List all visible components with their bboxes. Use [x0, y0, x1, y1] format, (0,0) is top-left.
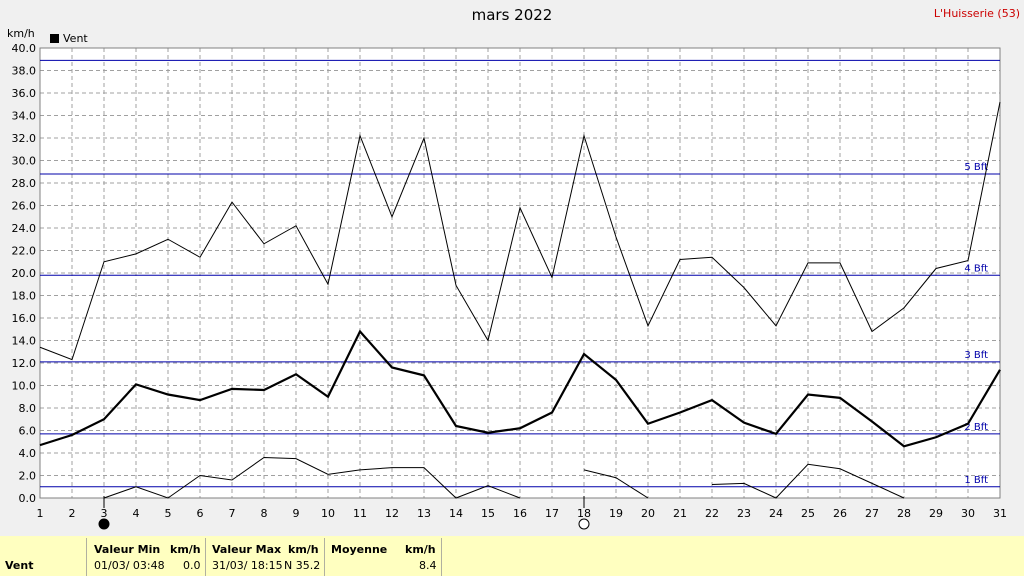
- y-tick-label: 40.0: [12, 42, 37, 55]
- x-tick-label: 27: [865, 507, 879, 520]
- stats-min-value: 0.0: [183, 559, 201, 572]
- y-tick-label: 12.0: [12, 357, 37, 370]
- legend: Vent: [50, 32, 88, 45]
- legend-swatch: [50, 34, 59, 43]
- series-line-min: [711, 463, 905, 499]
- stats-divider: [441, 538, 442, 576]
- x-tick-label: 17: [545, 507, 559, 520]
- y-tick-label: 20.0: [12, 267, 37, 280]
- x-tick-label: 4: [133, 507, 140, 520]
- x-tick-label: 20: [641, 507, 655, 520]
- new-moon-icon: [578, 518, 590, 530]
- x-tick-label: 8: [261, 507, 268, 520]
- x-tick-label: 3: [101, 507, 108, 520]
- y-tick-label: 28.0: [12, 177, 37, 190]
- series-line-mean: [39, 329, 1001, 448]
- beaufort-label: 2 Bft: [964, 422, 988, 433]
- y-tick-label: 10.0: [12, 380, 37, 393]
- series-mean: [39, 329, 1001, 448]
- y-tick-label: 4.0: [19, 447, 37, 460]
- y-tick-label: 6.0: [19, 425, 37, 438]
- beaufort-label: 4 Bft: [964, 263, 988, 274]
- y-tick-label: 16.0: [12, 312, 37, 325]
- stats-divider: [205, 538, 206, 576]
- x-tick-label: 15: [481, 507, 495, 520]
- stats-mean-value: 8.4: [419, 559, 437, 572]
- x-tick-label: 28: [897, 507, 911, 520]
- x-tick-label: 26: [833, 507, 847, 520]
- x-tick-label: 5: [165, 507, 172, 520]
- x-tick-label: 7: [229, 507, 236, 520]
- stats-min-datetime: 01/03/ 03:48: [94, 559, 165, 572]
- stats-max-value: N 35.2: [284, 559, 321, 572]
- x-tick-label: 11: [353, 507, 367, 520]
- y-tick-label: 0.0: [19, 492, 37, 505]
- series-max: [39, 101, 1001, 361]
- y-tick-label: 14.0: [12, 335, 37, 348]
- x-tick-label: 30: [961, 507, 975, 520]
- x-tick-label: 10: [321, 507, 335, 520]
- stats-panel: [0, 536, 1024, 576]
- y-tick-label: 18.0: [12, 290, 37, 303]
- y-tick-label: 30.0: [12, 155, 37, 168]
- x-tick-label: 13: [417, 507, 431, 520]
- x-tick-label: 14: [449, 507, 463, 520]
- x-tick-label: 23: [737, 507, 751, 520]
- y-tick-label: 36.0: [12, 87, 37, 100]
- x-tick-label: 1: [37, 507, 44, 520]
- stats-max-header: Valeur Max: [212, 543, 282, 556]
- x-tick-label: 19: [609, 507, 623, 520]
- x-tick-label: 6: [197, 507, 204, 520]
- y-tick-label: 24.0: [12, 222, 37, 235]
- stats-mean-unit: km/h: [405, 543, 436, 556]
- station-name: L'Huisserie (53): [933, 7, 1020, 20]
- x-tick-label: 2: [69, 507, 76, 520]
- y-axis-unit: km/h: [7, 27, 35, 40]
- y-tick-label: 2.0: [19, 470, 37, 483]
- series-line-min: [583, 469, 649, 499]
- x-tick-label: 25: [801, 507, 815, 520]
- x-tick-label: 18: [577, 507, 591, 520]
- full-moon-icon: [98, 518, 110, 530]
- wind-chart: 0.0 2.0 4.0 6.0 8.0 10.0 12.0 14.0 16.0 18.0 20.0 2…: [12, 42, 1007, 530]
- stats-divider: [324, 538, 325, 576]
- y-tick-label: 26.0: [12, 200, 37, 213]
- stats-divider: [86, 538, 87, 576]
- beaufort-label: 5 Bft: [964, 162, 988, 173]
- stats-max-unit: km/h: [288, 543, 319, 556]
- chart-title: mars 2022: [471, 6, 553, 24]
- stats-min-header: Valeur Min: [94, 543, 161, 556]
- series-line-max: [39, 101, 1001, 361]
- y-tick-label: 8.0: [19, 402, 37, 415]
- x-tick-label: 22: [705, 507, 719, 520]
- series-min: [103, 456, 905, 499]
- stats-mean-header: Moyenne: [331, 543, 388, 556]
- beaufort-label: 1 Bft: [964, 475, 988, 486]
- x-tick-label: 16: [513, 507, 527, 520]
- x-tick-label: 24: [769, 507, 783, 520]
- y-tick-label: 34.0: [12, 110, 37, 123]
- x-tick-label: 12: [385, 507, 399, 520]
- y-tick-label: 32.0: [12, 132, 37, 145]
- legend-label: Vent: [63, 32, 88, 45]
- stats-row-label: Vent: [5, 559, 34, 572]
- x-tick-label: 9: [293, 507, 300, 520]
- y-tick-label: 38.0: [12, 65, 37, 78]
- x-tick-label: 29: [929, 507, 943, 520]
- series-line-min: [103, 456, 521, 499]
- beaufort-label: 3 Bft: [964, 350, 988, 361]
- stats-max-datetime: 31/03/ 18:15: [212, 559, 283, 572]
- stats-min-unit: km/h: [170, 543, 201, 556]
- x-tick-label: 31: [993, 507, 1007, 520]
- x-tick-label: 21: [673, 507, 687, 520]
- y-tick-label: 22.0: [12, 245, 37, 258]
